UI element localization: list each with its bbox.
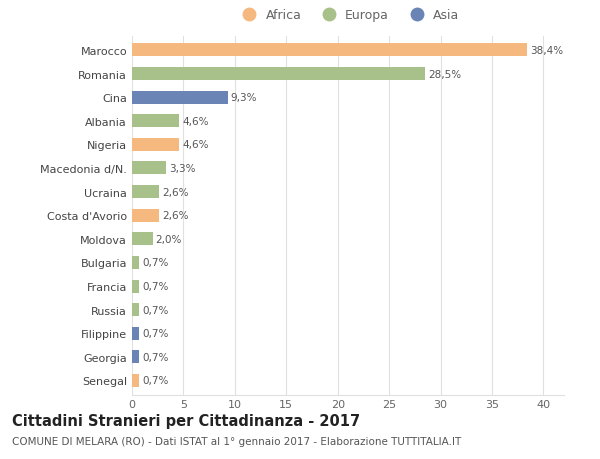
Bar — [132, 45, 527, 57]
Text: 4,6%: 4,6% — [182, 140, 209, 150]
Bar — [132, 139, 179, 151]
Text: 28,5%: 28,5% — [428, 69, 461, 79]
Bar — [132, 303, 139, 316]
Text: 0,7%: 0,7% — [142, 329, 169, 338]
Bar — [132, 68, 425, 81]
Text: 9,3%: 9,3% — [231, 93, 257, 103]
Bar — [132, 374, 139, 387]
Bar — [132, 162, 166, 175]
Bar — [132, 209, 159, 222]
Text: 2,0%: 2,0% — [155, 234, 182, 244]
Text: 0,7%: 0,7% — [142, 375, 169, 386]
Bar — [132, 186, 159, 199]
Text: 2,6%: 2,6% — [162, 187, 188, 197]
Bar — [132, 327, 139, 340]
Text: 0,7%: 0,7% — [142, 258, 169, 268]
Text: 4,6%: 4,6% — [182, 117, 209, 127]
Text: 0,7%: 0,7% — [142, 305, 169, 315]
Bar — [132, 115, 179, 128]
Text: Cittadini Stranieri per Cittadinanza - 2017: Cittadini Stranieri per Cittadinanza - 2… — [12, 413, 360, 428]
Bar — [132, 257, 139, 269]
Text: 0,7%: 0,7% — [142, 352, 169, 362]
Bar — [132, 233, 152, 246]
Text: 38,4%: 38,4% — [530, 46, 563, 56]
Text: 2,6%: 2,6% — [162, 211, 188, 221]
Text: COMUNE DI MELARA (RO) - Dati ISTAT al 1° gennaio 2017 - Elaborazione TUTTITALIA.: COMUNE DI MELARA (RO) - Dati ISTAT al 1°… — [12, 436, 461, 446]
Bar — [132, 351, 139, 364]
Text: 3,3%: 3,3% — [169, 163, 196, 174]
Bar — [132, 91, 227, 105]
Text: 0,7%: 0,7% — [142, 281, 169, 291]
Legend: Africa, Europa, Asia: Africa, Europa, Asia — [232, 4, 464, 27]
Bar — [132, 280, 139, 293]
